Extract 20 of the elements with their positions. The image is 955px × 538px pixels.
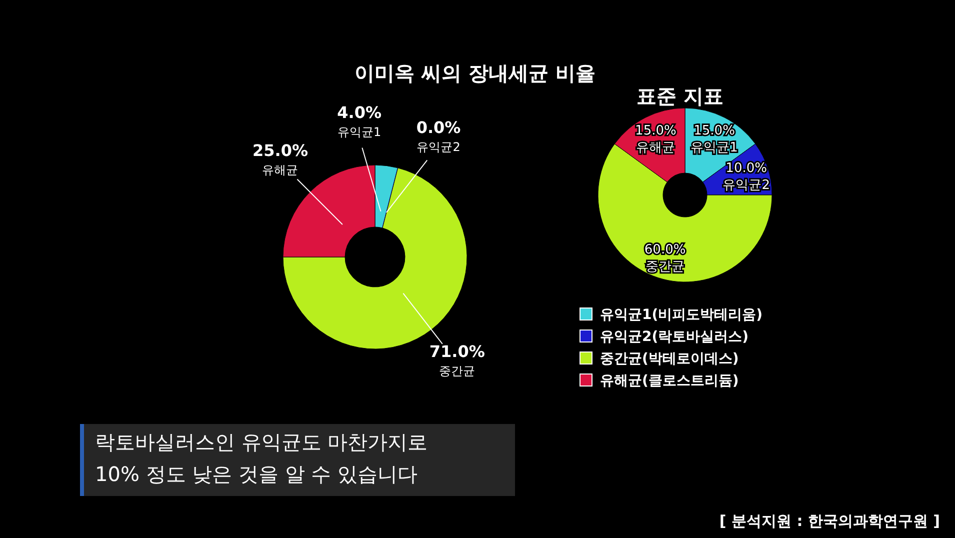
data-label: 4.0% [337, 102, 382, 122]
data-label: 25.0% [252, 141, 308, 160]
data-label: 15.0% 유익균1 [690, 124, 738, 156]
text: [ 분석지원 : 한국의과학연구원 ] [719, 512, 940, 530]
text: 락토바실러스인 유익균도 마찬가지로 10% 정도 낮은 것을 알 수 있습니다 [95, 430, 428, 486]
category-label: 유익균2 [416, 140, 460, 154]
data-label: 15.0% 유해균 [635, 124, 676, 156]
text: 0.0% [416, 118, 461, 138]
data-label: 10.0% 유익균2 [722, 161, 770, 194]
legend-label: 유익균2(락토바실러스) [600, 329, 749, 345]
slice-label: 중간균 [439, 364, 476, 378]
data-label: 71.0% [429, 342, 485, 361]
chart-title: 이미옥 씨의 장내세균 비율 [354, 61, 596, 85]
data-label: 60.0% 중간균 [644, 242, 686, 274]
slice-label: 유해균 [262, 163, 298, 178]
slice-label: 유익균1 [338, 124, 382, 139]
legend-label: 유익균1(비피도박테리움) [600, 307, 763, 323]
legend-label: 중간균(박테로이데스) [600, 351, 739, 367]
legend-label: 유해균(클로스트리듐) [600, 373, 739, 389]
chart-title: 표준 지표 [636, 84, 724, 108]
